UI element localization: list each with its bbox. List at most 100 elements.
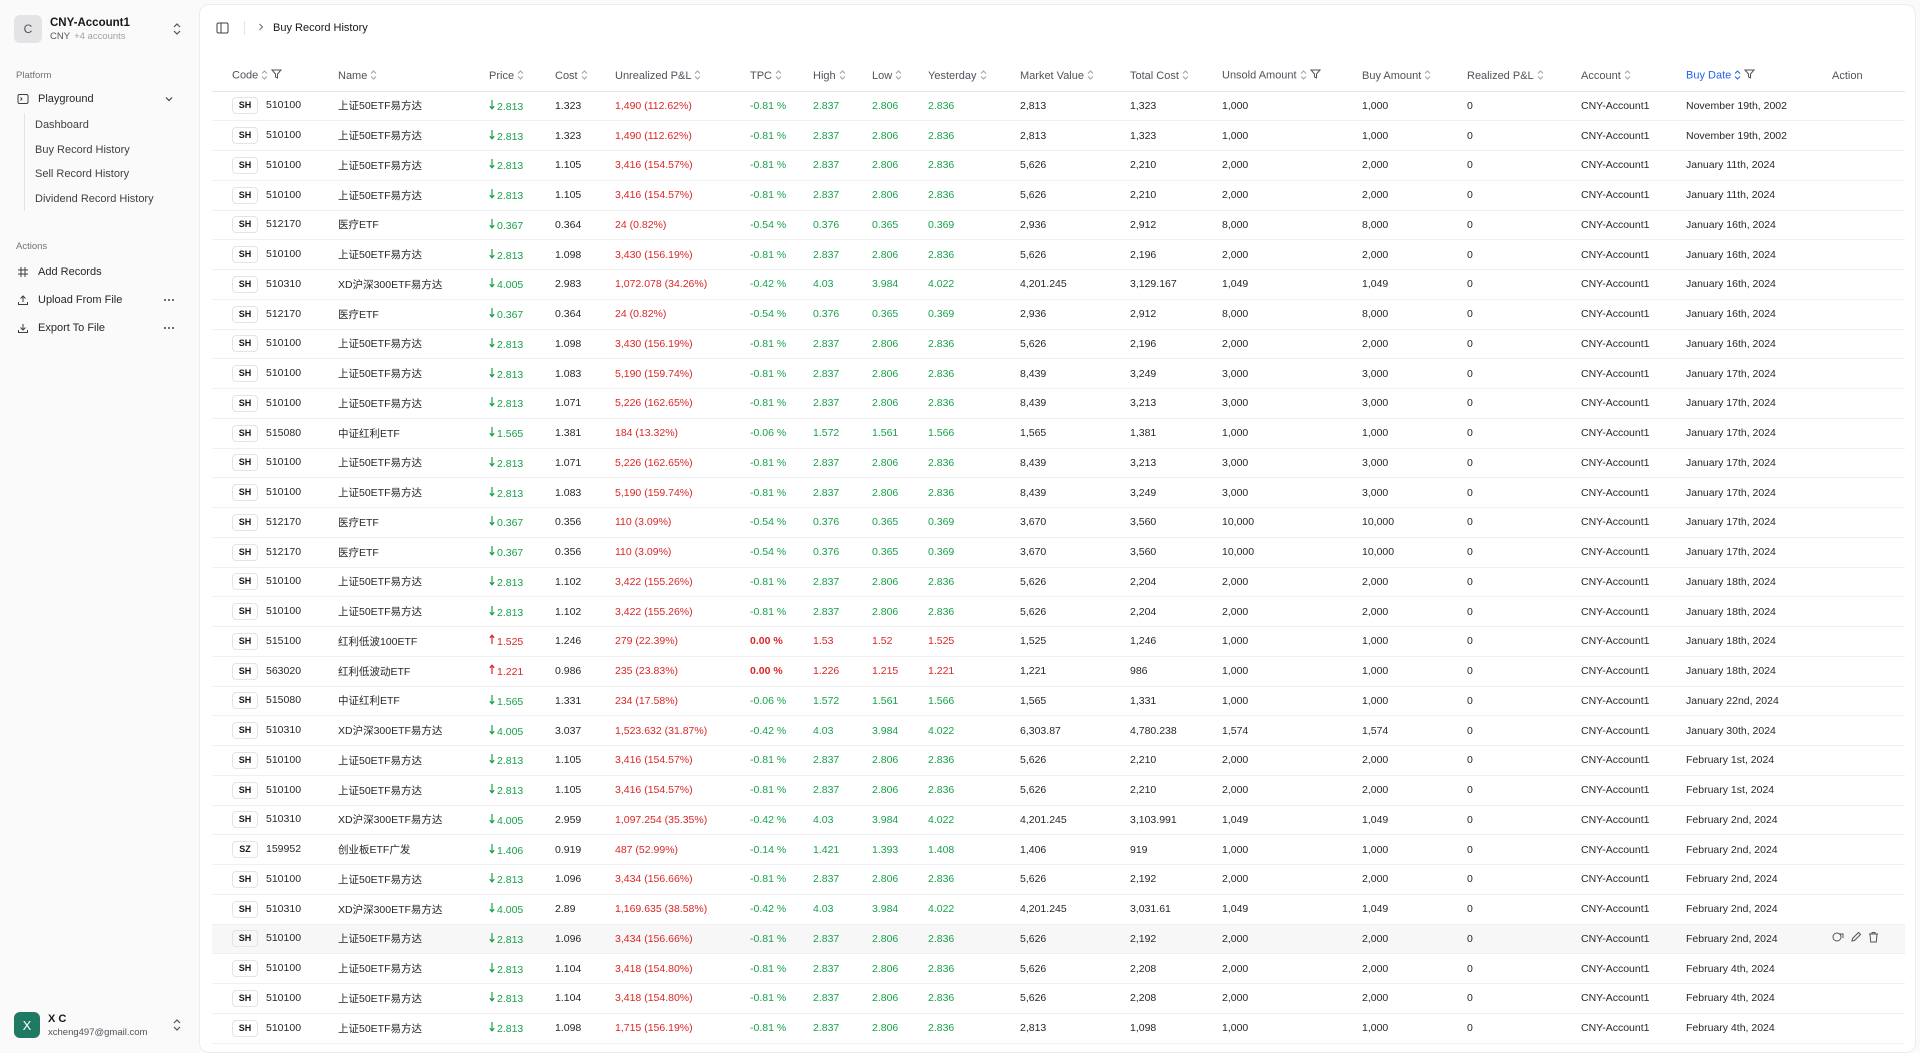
action-upload-from-file[interactable]: Upload From File	[0, 286, 198, 314]
more-horizontal-icon[interactable]	[162, 293, 176, 307]
column-header-market-value[interactable]: Market Value	[1000, 61, 1110, 92]
sort-icon[interactable]	[517, 70, 525, 81]
security-code: 510100	[266, 783, 302, 796]
sidebar-item-dividend-record-history[interactable]: Dividend Record History	[35, 192, 154, 205]
sidebar-item-playground[interactable]: Playground	[0, 87, 198, 111]
cell-buy-date: January 18th, 2024	[1666, 596, 1812, 627]
column-header-high[interactable]: High	[793, 61, 852, 92]
table-row[interactable]: SH 510100 上证50ETF易方达 2.813 1.071 5,226 (162.6…	[212, 388, 1905, 419]
sort-icon[interactable]	[1624, 70, 1632, 81]
column-header-name[interactable]: Name	[318, 61, 469, 92]
cell-low: 2.806	[852, 329, 908, 360]
action-export-to-file[interactable]: Export To File	[0, 314, 198, 342]
table-row[interactable]: SH 510100 上证50ETF易方达 2.813 1.098 3,430 (156.1…	[212, 239, 1905, 270]
table-row[interactable]: SH 512170 医疗ETF 0.367 0.356 110 (3.09%) -0.54 …	[212, 537, 1905, 568]
table-row[interactable]: SH 515080 中证红利ETF 1.565 1.381 184 (13.32%) -0.…	[212, 418, 1905, 449]
table-row[interactable]: SH 510310 XD沪深300ETF易方达 4.005 3.037 1,523.632…	[212, 715, 1905, 746]
action-add-records[interactable]: Add Records	[0, 258, 198, 286]
table-row[interactable]: SH 510100 上证50ETF易方达 2.813 1.096 3,434 (156.6…	[212, 864, 1905, 895]
cell-high: 2.837	[793, 567, 852, 598]
filter-icon[interactable]	[1309, 69, 1321, 82]
account-switcher[interactable]: C CNY-Account1 CNY +4 accounts	[0, 0, 198, 56]
column-header-cost[interactable]: Cost	[535, 61, 595, 92]
table-row[interactable]: SH 512170 医疗ETF 0.367 0.356 110 (3.09%) -0.54 …	[212, 507, 1905, 538]
table-row[interactable]: SH 510100 上证50ETF易方达 2.813 1.105 3,416 (154.5…	[212, 775, 1905, 806]
cell-market-value: 1,565	[1000, 418, 1110, 449]
table-row[interactable]: SH 510310 XD沪深300ETF易方达 4.005 2.89 1,169.635 …	[212, 894, 1905, 925]
filter-icon[interactable]	[271, 69, 283, 82]
price-value: 4.005	[497, 904, 524, 917]
sort-icon[interactable]	[261, 70, 269, 81]
cell-price: 2.813	[469, 239, 535, 270]
table-row[interactable]: SH 510100 上证50ETF易方达 2.813 1.323 1,490 (112.6…	[212, 91, 1905, 122]
table-row[interactable]: SH 512170 医疗ETF 0.367 0.364 24 (0.82%) -0.54 %…	[212, 299, 1905, 330]
sort-icon[interactable]	[370, 70, 378, 81]
column-header-tpc[interactable]: TPC	[730, 61, 793, 92]
cell-unrealized-pnl: 1,490 (112.62%)	[595, 120, 730, 151]
sort-icon[interactable]	[1182, 70, 1190, 81]
table-row[interactable]: SH 510100 上证50ETF易方达 2.813 1.098 3,430 (156.1…	[212, 329, 1905, 360]
sidebar-item-dashboard[interactable]: Dashboard	[35, 119, 89, 132]
cell-cost: 0.364	[535, 210, 595, 241]
column-header-total-cost[interactable]: Total Cost	[1110, 61, 1202, 92]
column-header-action: Action	[1812, 61, 1905, 92]
column-header-buy-date[interactable]: Buy Date	[1666, 61, 1812, 92]
table-row[interactable]: SH 510100 上证50ETF易方达 2.813 1.102 3,422 (155.2…	[212, 596, 1905, 627]
table-row[interactable]: SH 510310 XD沪深300ETF易方达 4.005 2.983 1,072.078…	[212, 269, 1905, 300]
table-row[interactable]: SH 510100 上证50ETF易方达 2.813 1.102 3,422 (155.2…	[212, 567, 1905, 598]
filter-icon[interactable]	[1744, 69, 1756, 82]
sort-icon[interactable]	[1424, 70, 1432, 81]
table-row[interactable]: SH 510100 上证50ETF易方达 2.813 1.105 3,416 (154.5…	[212, 150, 1905, 181]
sort-icon[interactable]	[1087, 70, 1095, 81]
cell-price: 0.367	[469, 507, 535, 538]
sell-icon[interactable]	[1832, 931, 1844, 946]
column-header-code[interactable]: Code	[212, 61, 318, 92]
sidebar-toggle-icon[interactable]	[214, 20, 230, 36]
sidebar-item-sell-record-history[interactable]: Sell Record History	[35, 168, 130, 181]
sort-icon[interactable]	[895, 70, 903, 81]
table-row[interactable]: SH 510100 上证50ETF易方达 2.813 1.105 3,416 (154.5…	[212, 745, 1905, 776]
sort-icon[interactable]	[1734, 70, 1742, 81]
table-row[interactable]: SH 510100 上证50ETF易方达 2.813 1.096 3,434 (156.6…	[212, 924, 1905, 955]
table-row[interactable]: SH 510100 上证50ETF易方达 2.813 1.071 5,226 (162.6…	[212, 448, 1905, 479]
cell-total-cost: 919	[1110, 834, 1202, 865]
sort-icon[interactable]	[1537, 70, 1545, 81]
sidebar-item-buy-record-history[interactable]: Buy Record History	[35, 143, 130, 156]
table-row[interactable]: SH 510100 上证50ETF易方达 2.813 1.105 3,416 (154.5…	[212, 180, 1905, 211]
sort-icon[interactable]	[775, 70, 783, 81]
table-row[interactable]: SH 563020 红利低波动ETF 1.221 0.986 235 (23.83%) 0.…	[212, 656, 1905, 687]
column-header-unrealized-p-l[interactable]: Unrealized P&L	[595, 61, 730, 92]
column-header-buy-amount[interactable]: Buy Amount	[1342, 61, 1447, 92]
security-code: 510100	[266, 158, 302, 171]
table-row[interactable]: SH 510100 上证50ETF易方达 2.813 1.323 1,490 (112.6…	[212, 120, 1905, 151]
column-header-unsold-amount[interactable]: Unsold Amount	[1202, 61, 1342, 92]
sort-icon[interactable]	[694, 70, 702, 81]
column-header-account[interactable]: Account	[1561, 61, 1666, 92]
table-row[interactable]: SH 515080 中证红利ETF 1.565 1.331 234 (17.58%) -0.…	[212, 686, 1905, 717]
table-row[interactable]: SH 510100 上证50ETF易方达 2.813 1.104 3,418 (154.8…	[212, 953, 1905, 984]
column-header-yesterday[interactable]: Yesterday	[908, 61, 1000, 92]
table-row[interactable]: SH 515100 红利低波100ETF 1.525 1.246 279 (22.39%)…	[212, 626, 1905, 657]
column-header-label: Cost	[555, 69, 578, 82]
trash-icon[interactable]	[1868, 931, 1879, 946]
edit-icon[interactable]	[1850, 931, 1862, 946]
table-row[interactable]: SH 512170 医疗ETF 0.367 0.364 24 (0.82%) -0.54 %…	[212, 210, 1905, 241]
sort-icon[interactable]	[1300, 70, 1308, 81]
column-header-low[interactable]: Low	[852, 61, 908, 92]
column-header-price[interactable]: Price	[469, 61, 535, 92]
table-row[interactable]: SZ 159952 创业板ETF广发 1.406 0.919 487 (52.99%) -0…	[212, 834, 1905, 865]
table-row[interactable]: SH 510100 上证50ETF易方达 2.813 1.083 5,190 (159.7…	[212, 477, 1905, 508]
cell-price: 1.221	[469, 656, 535, 687]
sort-icon[interactable]	[581, 70, 589, 81]
sort-icon[interactable]	[839, 70, 847, 81]
table-row[interactable]: SH 510310 XD沪深300ETF易方达 4.005 2.959 1,097.254…	[212, 805, 1905, 836]
column-header-realized-p-l[interactable]: Realized P&L	[1447, 61, 1561, 92]
cell-tpc: -0.81 %	[730, 180, 793, 211]
table-row[interactable]: SH 510100 上证50ETF易方达 2.813 1.104 3,418 (154.8…	[212, 983, 1905, 1014]
cell-code: SH 510310	[212, 805, 318, 836]
table-row[interactable]: SH 510100 上证50ETF易方达 2.813 1.083 5,190 (159.7…	[212, 358, 1905, 389]
more-horizontal-icon[interactable]	[162, 321, 176, 335]
sort-icon[interactable]	[980, 70, 988, 81]
table-row[interactable]: SH 510100 上证50ETF易方达 2.813 1.098 1,715 (156.1…	[212, 1013, 1905, 1044]
user-menu[interactable]: X X C xcheng497@gmail.com	[0, 997, 198, 1053]
